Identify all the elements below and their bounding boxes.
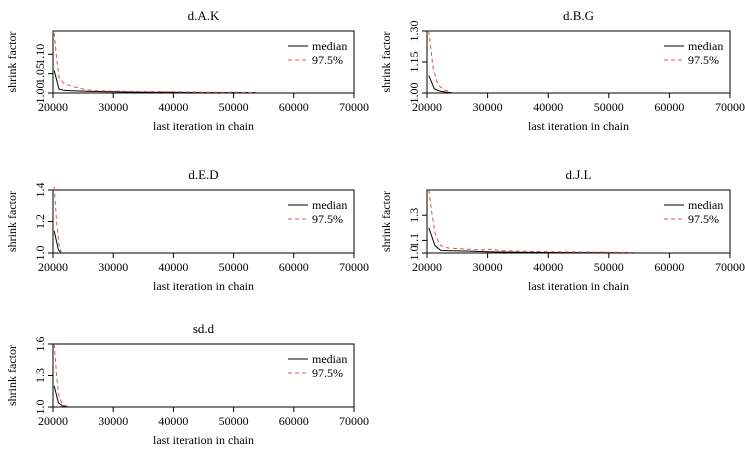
chart-4-x-tick-label: 70000 bbox=[715, 260, 745, 274]
chart-3-legend-label-median: median bbox=[312, 198, 347, 212]
chart-4-legend-label-median: median bbox=[688, 198, 723, 212]
chart-3-x-tick-label: 30000 bbox=[98, 260, 128, 274]
chart-5-y-axis-label: shrink factor bbox=[5, 345, 19, 406]
chart-2-y-tick-label: 1.00 bbox=[407, 83, 421, 104]
chart-5-y-tick-label: 1.3 bbox=[33, 368, 47, 383]
chart-1-x-tick-label: 20000 bbox=[38, 100, 68, 114]
chart-5-series-median-line bbox=[53, 385, 69, 407]
chart-2-plot-frame bbox=[426, 30, 731, 94]
chart-3-x-axis-label: last iteration in chain bbox=[153, 279, 254, 293]
chart-1-x-tick-label: 50000 bbox=[219, 100, 249, 114]
chart-4-y-tick-label: 1.1 bbox=[407, 233, 421, 248]
chart-5-x-tick-label: 50000 bbox=[219, 414, 249, 428]
chart-1-series-median-line bbox=[53, 70, 258, 94]
chart-4-y-tick-label: 1.0 bbox=[407, 246, 421, 261]
chart-2-x-tick-label: 30000 bbox=[473, 100, 503, 114]
chart-1-x-tick-label: 70000 bbox=[339, 100, 369, 114]
chart-5-x-tick-label: 60000 bbox=[279, 414, 309, 428]
chart-1-y-axis-label: shrink factor bbox=[5, 32, 19, 93]
chart-2-x-tick-label: 40000 bbox=[533, 100, 563, 114]
chart-4-y-tick-label: 1.3 bbox=[407, 208, 421, 223]
chart-4-x-tick-label: 40000 bbox=[533, 260, 563, 274]
chart-2-y-axis-label: shrink factor bbox=[379, 32, 393, 93]
chart-4-x-tick-label: 20000 bbox=[412, 260, 442, 274]
chart-3-x-tick-label: 50000 bbox=[219, 260, 249, 274]
chart-5-series-upper-line bbox=[53, 343, 69, 407]
chart-3-y-axis-label: shrink factor bbox=[5, 191, 19, 252]
chart-1-y-tick-label: 1.00 bbox=[33, 83, 47, 104]
chart-3-y-tick-label: 1.2 bbox=[33, 214, 47, 229]
chart-2-x-tick-label: 70000 bbox=[715, 100, 745, 114]
chart-1-plot-frame bbox=[52, 30, 355, 94]
chart-4-series-upper-line bbox=[428, 189, 634, 253]
chart-1-y-tick-label: 1.10 bbox=[33, 44, 47, 65]
chart-5-x-axis-label: last iteration in chain bbox=[153, 433, 254, 447]
chart-5-x-tick-label: 40000 bbox=[158, 414, 188, 428]
chart-4-y-axis-label: shrink factor bbox=[379, 191, 393, 252]
chart-2-y-tick-label: 1.30 bbox=[407, 21, 421, 42]
chart-3-x-tick-label: 40000 bbox=[158, 260, 188, 274]
chart-1-title: d.A.K bbox=[188, 8, 220, 23]
chart-1-legend-label-upper: 97.5% bbox=[312, 53, 343, 67]
chart-5-x-tick-label: 30000 bbox=[98, 414, 128, 428]
chart-2-x-tick-label: 50000 bbox=[594, 100, 624, 114]
chart-3-y-tick-label: 1.0 bbox=[33, 246, 47, 261]
chart-2-legend-label-median: median bbox=[688, 39, 723, 53]
chart-2-legend-label-upper: 97.5% bbox=[688, 53, 719, 67]
chart-1-x-tick-label: 40000 bbox=[158, 100, 188, 114]
chart-3-x-tick-label: 60000 bbox=[279, 260, 309, 274]
chart-2-x-tick-label: 60000 bbox=[654, 100, 684, 114]
chart-1-x-tick-label: 60000 bbox=[279, 100, 309, 114]
chart-3-y-tick-label: 1.4 bbox=[33, 183, 47, 198]
chart-2-y-tick-label: 1.15 bbox=[407, 52, 421, 73]
chart-1-legend-label-median: median bbox=[312, 39, 347, 53]
chart-5-y-tick-label: 1.0 bbox=[33, 400, 47, 415]
chart-2-series-median-line bbox=[428, 75, 452, 94]
chart-4-x-tick-label: 30000 bbox=[473, 260, 503, 274]
chart-3-title: d.E.D bbox=[188, 167, 218, 182]
chart-3-x-tick-label: 70000 bbox=[339, 260, 369, 274]
chart-1-x-axis-label: last iteration in chain bbox=[153, 119, 254, 133]
chart-1-x-tick-label: 30000 bbox=[98, 100, 128, 114]
chart-1-y-tick-label: 1.05 bbox=[33, 63, 47, 84]
chart-5-y-tick-label: 1.6 bbox=[33, 337, 47, 352]
chart-5-title: sd.d bbox=[193, 321, 215, 336]
chart-3-series-upper-line bbox=[53, 186, 62, 254]
chart-2-series-upper-line bbox=[428, 30, 452, 93]
chart-2-x-tick-label: 20000 bbox=[412, 100, 442, 114]
chart-4-plot-frame bbox=[426, 189, 731, 254]
chart-4-x-axis-label: last iteration in chain bbox=[528, 279, 629, 293]
chart-5-plot-frame bbox=[52, 343, 355, 408]
chart-3-x-tick-label: 20000 bbox=[38, 260, 68, 274]
chart-4-legend-label-upper: 97.5% bbox=[688, 212, 719, 226]
chart-4-x-tick-label: 60000 bbox=[654, 260, 684, 274]
chart-4-x-tick-label: 50000 bbox=[594, 260, 624, 274]
chart-4-series-median-line bbox=[428, 227, 633, 254]
chart-4-title: d.J.L bbox=[566, 167, 592, 182]
chart-1-series-upper-line bbox=[53, 32, 258, 94]
chart-2-title: d.B.G bbox=[563, 8, 594, 23]
chart-5-legend-label-upper: 97.5% bbox=[312, 366, 343, 380]
chart-5-x-tick-label: 70000 bbox=[339, 414, 369, 428]
chart-5-legend-label-median: median bbox=[312, 352, 347, 366]
chart-5-x-tick-label: 20000 bbox=[38, 414, 68, 428]
chart-3-legend-label-upper: 97.5% bbox=[312, 212, 343, 226]
chart-2-x-axis-label: last iteration in chain bbox=[528, 119, 629, 133]
chart-3-series-median-line bbox=[53, 230, 62, 254]
chart-3-plot-frame bbox=[52, 189, 355, 254]
